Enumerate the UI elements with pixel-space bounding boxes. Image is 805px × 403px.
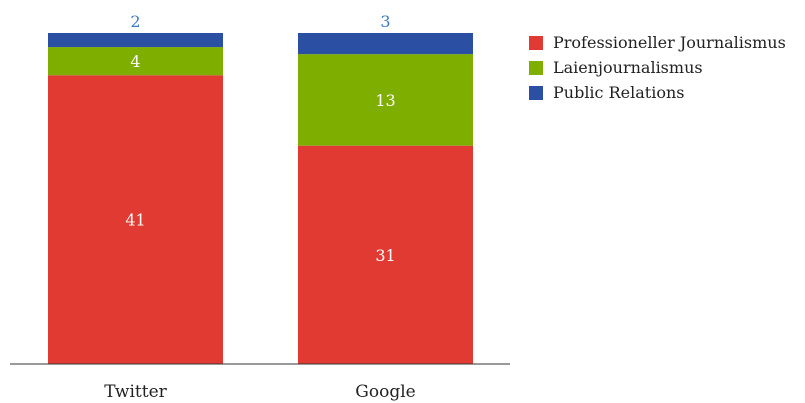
legend-swatch [529, 35, 543, 50]
x-tick-label: Twitter [104, 382, 167, 402]
legend-label: Public Relations [553, 83, 685, 102]
legend-label: Laienjournalismus [553, 58, 703, 77]
legend-label: Professioneller Journalismus [553, 33, 786, 52]
data-label: 31 [375, 246, 395, 265]
bar-segment [48, 47, 223, 76]
bar-segment [298, 33, 473, 55]
bar-segment [48, 33, 223, 48]
data-label: 3 [380, 12, 390, 31]
legend-swatch [529, 85, 543, 100]
bar-segment [298, 145, 473, 364]
data-label: 4 [130, 52, 140, 71]
legend-swatch [529, 60, 543, 75]
bars: 41 4 2 31 13 3 [48, 12, 473, 365]
data-label: 13 [375, 91, 395, 110]
legend-item: Laienjournalismus [529, 55, 786, 80]
legend-item: Public Relations [529, 80, 786, 105]
bar-segment [48, 75, 223, 365]
legend-item: Professioneller Journalismus [529, 30, 786, 55]
bar-segment [298, 54, 473, 146]
data-label: 2 [130, 12, 140, 31]
legend: Professioneller Journalismus Laienjournal… [529, 30, 786, 105]
data-label: 41 [125, 211, 145, 230]
x-axis-tick-labels: Twitter Google [104, 382, 416, 402]
x-tick-label: Google [355, 382, 415, 402]
